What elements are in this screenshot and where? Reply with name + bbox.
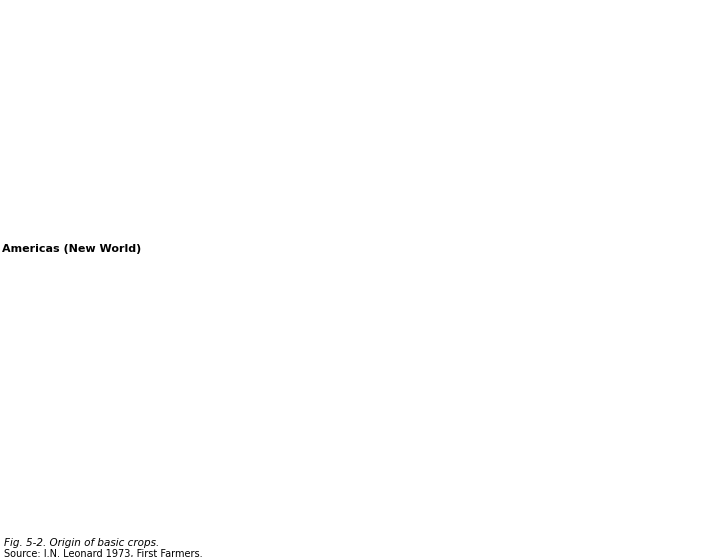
- Text: 11: 11: [65, 458, 85, 472]
- Text: 9: 9: [315, 449, 324, 463]
- Text: 5: 5: [382, 382, 392, 395]
- Text: 11: 11: [95, 125, 114, 139]
- Text: 6: 6: [336, 422, 345, 436]
- Text: 15: 15: [28, 504, 47, 518]
- Text: 2: 2: [58, 19, 67, 33]
- Text: 10: 10: [644, 457, 663, 471]
- Text: 4: 4: [294, 324, 304, 339]
- Text: 15: 15: [1, 80, 20, 94]
- Text: 7: 7: [313, 170, 322, 184]
- Text: 1: 1: [493, 17, 503, 31]
- Text: 1: 1: [10, 14, 20, 28]
- Text: 10: 10: [237, 80, 256, 94]
- Text: 14: 14: [1, 113, 20, 127]
- Text: 10: 10: [247, 373, 267, 388]
- Text: Americas (New World): Americas (New World): [2, 244, 141, 254]
- Text: 1: 1: [8, 270, 18, 284]
- Text: 8: 8: [476, 393, 485, 407]
- Text: 4: 4: [592, 146, 602, 161]
- Text: 5: 5: [371, 96, 381, 110]
- Text: 8: 8: [267, 477, 277, 491]
- Text: 6: 6: [507, 276, 517, 291]
- Text: 7: 7: [640, 340, 650, 354]
- Text: 6: 6: [392, 152, 402, 165]
- Text: 3: 3: [683, 38, 693, 52]
- Text: 13: 13: [3, 447, 22, 461]
- Text: 12: 12: [59, 387, 79, 401]
- Text: 3: 3: [263, 270, 272, 284]
- Text: 3: 3: [284, 10, 293, 24]
- Text: 2: 2: [592, 27, 602, 41]
- Text: 5: 5: [450, 218, 460, 232]
- Text: 9: 9: [598, 446, 607, 460]
- Text: 8: 8: [324, 70, 333, 84]
- Text: 7: 7: [355, 493, 364, 507]
- Text: 14: 14: [1, 373, 20, 388]
- Text: 9: 9: [271, 106, 281, 120]
- Text: Source: J.N. Leonard 1973, First Farmers.: Source: J.N. Leonard 1973, First Farmers…: [4, 549, 202, 557]
- Text: 12: 12: [53, 132, 72, 146]
- Text: 2: 2: [64, 300, 74, 314]
- Text: Fig. 5-2. Origin of basic crops.: Fig. 5-2. Origin of basic crops.: [4, 538, 159, 548]
- Text: 13: 13: [5, 207, 25, 221]
- Text: 4: 4: [376, 55, 385, 70]
